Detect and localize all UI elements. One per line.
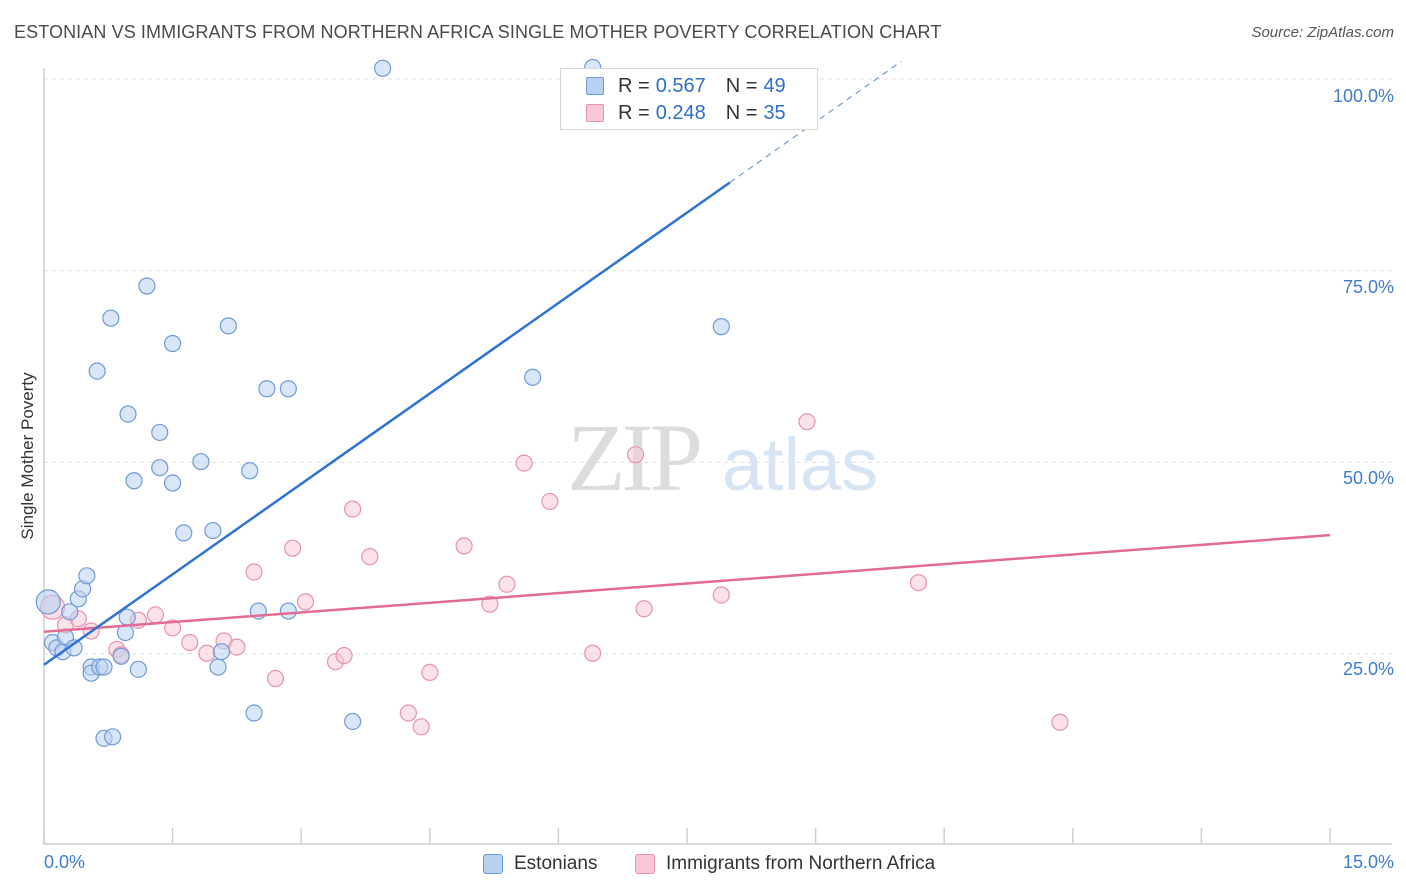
estonians-point bbox=[151, 423, 169, 442]
immigrants-point bbox=[909, 574, 928, 592]
estonians-point bbox=[175, 524, 193, 542]
trend-lines bbox=[43, 60, 1331, 666]
x-tick-label-max: 15.0% bbox=[1342, 852, 1394, 872]
immigrants-point bbox=[164, 619, 182, 637]
immigrants-trend-line bbox=[43, 533, 1331, 634]
estonians-point bbox=[119, 405, 137, 423]
immigrants-point bbox=[798, 413, 816, 431]
immigrants-point bbox=[635, 600, 653, 618]
y-tick-label: 25.0% bbox=[1342, 659, 1394, 679]
estonians-point bbox=[102, 309, 120, 327]
estonians-point bbox=[279, 380, 297, 398]
estonians-point bbox=[212, 643, 231, 661]
estonians-point bbox=[112, 647, 130, 665]
y-tick-label: 75.0% bbox=[1342, 277, 1394, 297]
estonians-point bbox=[164, 334, 182, 353]
estonians-point bbox=[103, 728, 122, 746]
y-axis-label: Single Mother Poverty bbox=[18, 372, 37, 540]
bottom-legend-swatch-pink bbox=[635, 854, 655, 874]
y-tick-label: 100.0% bbox=[1332, 86, 1394, 106]
legend-row-immigrants: R = 0.248 N = 35 bbox=[586, 101, 786, 125]
bottom-legend-estonians: Estonians bbox=[483, 852, 597, 876]
legend-r-value: 0.567 bbox=[655, 74, 706, 97]
immigrants-point bbox=[1051, 713, 1069, 731]
estonians-point bbox=[88, 362, 106, 380]
chart-title: ESTONIAN VS IMMIGRANTS FROM NORTHERN AFR… bbox=[14, 22, 942, 42]
immigrants-point bbox=[245, 563, 263, 581]
estonians-point bbox=[344, 712, 362, 731]
estonians-point bbox=[35, 589, 61, 615]
estonians-point bbox=[219, 317, 237, 335]
x-tick-label-min: 0.0% bbox=[44, 852, 86, 872]
estonians-point bbox=[374, 59, 392, 77]
immigrants-point bbox=[421, 663, 439, 682]
immigrants-point bbox=[455, 537, 473, 555]
estonians-point bbox=[241, 462, 259, 480]
correlation-legend: R = 0.567 N = 49 R = 0.248 N = 35 bbox=[560, 68, 818, 130]
legend-r-label: R = bbox=[618, 74, 650, 97]
legend-swatch-blue bbox=[586, 77, 604, 95]
immigrants-point bbox=[181, 633, 199, 652]
estonians-point bbox=[78, 567, 96, 585]
bottom-legend-label: Estonians bbox=[514, 853, 598, 874]
bottom-legend-swatch-blue bbox=[483, 854, 503, 874]
chart-source: Source: ZipAtlas.com bbox=[1251, 24, 1394, 41]
immigrants-point bbox=[228, 638, 246, 656]
estonians-point bbox=[95, 658, 113, 676]
legend-r-label: R = bbox=[618, 101, 650, 124]
immigrants-point bbox=[146, 606, 165, 624]
estonians-point bbox=[129, 660, 147, 678]
estonians-point bbox=[192, 452, 210, 471]
legend-swatch-pink bbox=[586, 104, 604, 122]
estonians-point bbox=[61, 603, 79, 621]
legend-row-estonians: R = 0.567 N = 49 bbox=[586, 74, 786, 98]
immigrants-point bbox=[266, 669, 285, 688]
estonians-point bbox=[524, 368, 542, 386]
immigrants-point bbox=[361, 548, 379, 566]
bottom-legend-label: Immigrants from Northern Africa bbox=[666, 853, 936, 874]
legend-n-label: N = bbox=[725, 74, 758, 97]
estonians-points bbox=[35, 58, 730, 747]
immigrants-point bbox=[626, 446, 645, 464]
estonians-point bbox=[138, 277, 156, 295]
immigrants-point bbox=[198, 644, 216, 662]
immigrants-point bbox=[541, 492, 559, 511]
estonians-trend-line bbox=[43, 181, 731, 666]
estonians-point bbox=[164, 474, 182, 492]
estonians-point bbox=[209, 658, 227, 676]
immigrants-point bbox=[344, 500, 362, 518]
immigrants-point bbox=[399, 704, 417, 722]
estonians-point bbox=[279, 602, 297, 620]
immigrants-point bbox=[296, 593, 315, 611]
immigrants-point bbox=[284, 539, 302, 557]
y-tick-label: 50.0% bbox=[1342, 468, 1394, 488]
immigrants-point bbox=[481, 595, 499, 613]
bottom-legend-immigrants: Immigrants from Northern Africa bbox=[635, 852, 935, 876]
legend-n-label: N = bbox=[725, 101, 758, 124]
watermark-atlas: atlas bbox=[722, 423, 878, 506]
immigrants-point bbox=[412, 718, 430, 736]
estonians-point bbox=[245, 704, 263, 722]
immigrants-point bbox=[712, 586, 730, 604]
estonians-point bbox=[125, 472, 143, 490]
immigrants-point bbox=[335, 646, 353, 665]
estonians-point bbox=[712, 318, 730, 336]
estonians-point bbox=[204, 521, 222, 540]
estonians-point bbox=[258, 380, 276, 398]
immigrants-point bbox=[498, 575, 516, 593]
legend-n-value: 35 bbox=[763, 101, 786, 124]
immigrants-point bbox=[515, 454, 533, 472]
estonians-point bbox=[151, 459, 169, 477]
gridlines bbox=[44, 78, 1392, 655]
watermark: ZIP atlas bbox=[567, 404, 878, 511]
legend-n-value: 49 bbox=[763, 74, 786, 97]
legend-r-value: 0.248 bbox=[655, 101, 706, 124]
axes bbox=[43, 68, 1392, 845]
immigrants-point bbox=[584, 644, 602, 662]
